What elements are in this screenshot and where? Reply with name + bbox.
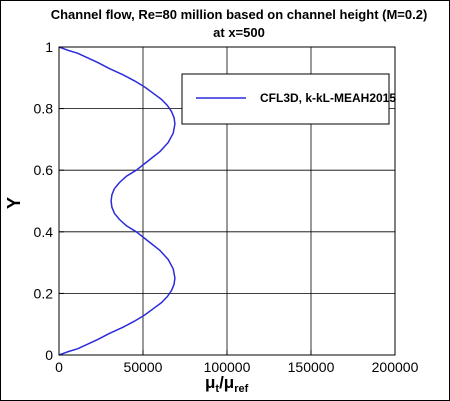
x-axis-label-mid: /μ	[219, 373, 234, 392]
legend-box	[181, 73, 390, 125]
series-layer	[58, 46, 176, 356]
y-tick-label: 0.4	[34, 224, 54, 240]
x-axis-label-sub-ref: ref	[234, 383, 248, 395]
ticks: 0 50000 100000 150000 200000 0 0.2 0.4 0.6 0.8 1	[34, 39, 419, 375]
y-tick-label: 0.8	[34, 101, 54, 117]
y-tick-label: 0	[45, 347, 53, 363]
chart-subtitle: at x=500	[213, 25, 265, 40]
x-tick-label: 200000	[372, 359, 419, 375]
x-tick-label: 50000	[124, 359, 163, 375]
series-line	[58, 46, 176, 356]
y-axis-label: Y	[4, 197, 24, 209]
y-tick-label: 0.2	[34, 285, 54, 301]
chart-title: Channel flow, Re=80 million based on cha…	[51, 7, 428, 22]
x-axis-label-mu: μ	[205, 373, 215, 392]
legend-label: CFL3D, k-kL-MEAH2015	[260, 91, 396, 105]
y-tick-label: 1	[45, 39, 53, 55]
legend: CFL3D, k-kL-MEAH2015	[181, 73, 396, 125]
x-tick-label: 100000	[204, 359, 251, 375]
x-tick-label: 150000	[288, 359, 335, 375]
y-tick-label: 0.6	[34, 162, 54, 178]
x-tick-label: 0	[55, 359, 63, 375]
x-axis-label-sub-t: t	[215, 383, 219, 395]
x-axis-label: μt/μref	[205, 373, 249, 395]
